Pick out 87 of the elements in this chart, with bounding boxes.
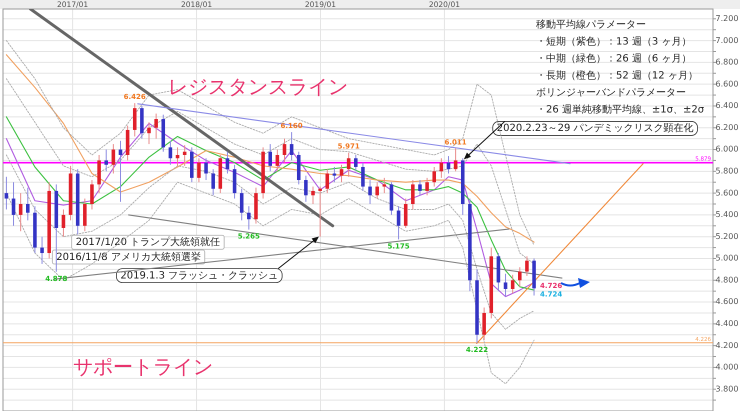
candlestick	[83, 198, 87, 232]
annotation: ・中期（緑色）：26 週（6 ヶ月）	[536, 52, 692, 65]
candlestick	[211, 168, 215, 196]
annotation: ・短期（紫色）：13 週（3 ヶ月）	[536, 36, 692, 48]
candlestick	[12, 182, 16, 226]
y-tick-label: 6.800	[716, 58, 738, 67]
candlestick	[396, 206, 400, 240]
y-tick-label: 6.000	[716, 144, 738, 154]
candlestick	[382, 177, 386, 194]
y-tick-label: 5.000	[716, 254, 738, 263]
y-tick-label: 4.600	[716, 297, 738, 306]
candlestick	[510, 274, 514, 294]
candlestick	[482, 307, 486, 341]
candlestick	[268, 144, 272, 172]
y-tick-label: 6.400	[716, 101, 738, 110]
candlestick	[404, 198, 408, 228]
candlestick	[62, 208, 66, 238]
candlestick	[290, 132, 294, 161]
candlestick	[112, 144, 116, 174]
annotation: 2017/1/20 トランプ大統領就任	[76, 236, 220, 248]
candlestick	[226, 151, 230, 174]
candlestick	[104, 149, 108, 172]
y-tick-label: 3.800	[716, 384, 738, 394]
candlestick	[18, 192, 22, 232]
candlestick	[440, 158, 444, 178]
y-tick-label: 4.800	[716, 275, 738, 284]
candlestick	[318, 186, 322, 238]
annotation: ボリンジャーバンドパラメーター	[536, 88, 686, 99]
annotation: ・長期（橙色）：52 週（12 ヶ月）	[536, 70, 698, 82]
y-tick-label: 5.400	[716, 210, 738, 220]
y-tick-label: 6.200	[716, 122, 738, 132]
y-tick-label: 6.600	[716, 79, 738, 88]
candlestick	[40, 236, 44, 264]
candlestick	[346, 152, 350, 178]
annotation: 2019.1.3 フラッシュ・クラッシュ	[120, 270, 278, 282]
y-tick-label: 4.400	[716, 319, 738, 328]
candlestick	[97, 154, 101, 194]
candlestick	[247, 206, 251, 230]
candlestick	[147, 122, 151, 145]
candlestick	[311, 186, 315, 205]
candlestick	[118, 140, 122, 202]
candlestick	[26, 187, 30, 221]
candlestick	[182, 144, 186, 166]
candlestick	[90, 180, 94, 210]
candlestick	[154, 113, 158, 140]
y-tick-label: 7.200	[716, 14, 738, 23]
candlestick	[282, 138, 286, 164]
annotation: 2016/11/8 アメリカ大統領選挙	[56, 250, 201, 263]
candlestick	[361, 162, 365, 192]
candlestick	[232, 164, 236, 200]
candlestick	[4, 176, 8, 210]
y-tick-label: 5.800	[716, 166, 738, 176]
candlestick	[432, 166, 436, 188]
annotation: 移動平均線パラメーター	[536, 18, 646, 31]
candlestick	[197, 158, 201, 183]
candlestick	[504, 273, 508, 298]
y-tick-label: 5.600	[716, 188, 738, 198]
candlestick	[418, 180, 422, 196]
annotation: サポートライン	[73, 354, 213, 378]
candlestick	[276, 149, 280, 172]
annotation: ・26 週単純移動平均線、±1σ、±2σ	[536, 104, 705, 116]
y-tick-label: 5.200	[716, 232, 738, 241]
candlestick	[340, 164, 344, 183]
candlestick	[332, 166, 336, 183]
candlestick	[425, 177, 429, 196]
annotation: レジスタンスライン	[168, 74, 348, 98]
candlestick	[240, 188, 244, 221]
annotation: 2020.2.23～29 パンデミックリスク顕在化	[496, 122, 694, 134]
candlestick	[518, 266, 522, 288]
candlestick	[368, 180, 372, 205]
candlestick	[132, 102, 137, 137]
candlestick	[168, 140, 172, 166]
line-series	[6, 182, 535, 384]
candlestick	[375, 182, 379, 200]
y-tick-label: 4.000	[716, 362, 738, 372]
candlestick	[411, 180, 415, 210]
y-tick-label: 4.200	[716, 340, 738, 350]
candlestick	[176, 146, 180, 166]
line-series	[6, 154, 535, 330]
candlestick	[454, 148, 458, 172]
y-tick-label: 7.000	[716, 36, 738, 45]
candlestick	[446, 156, 450, 174]
candlestick	[525, 256, 529, 276]
candlestick	[204, 158, 208, 181]
candlestick	[304, 175, 308, 202]
candlestick	[354, 154, 358, 172]
candlestick	[325, 168, 330, 194]
